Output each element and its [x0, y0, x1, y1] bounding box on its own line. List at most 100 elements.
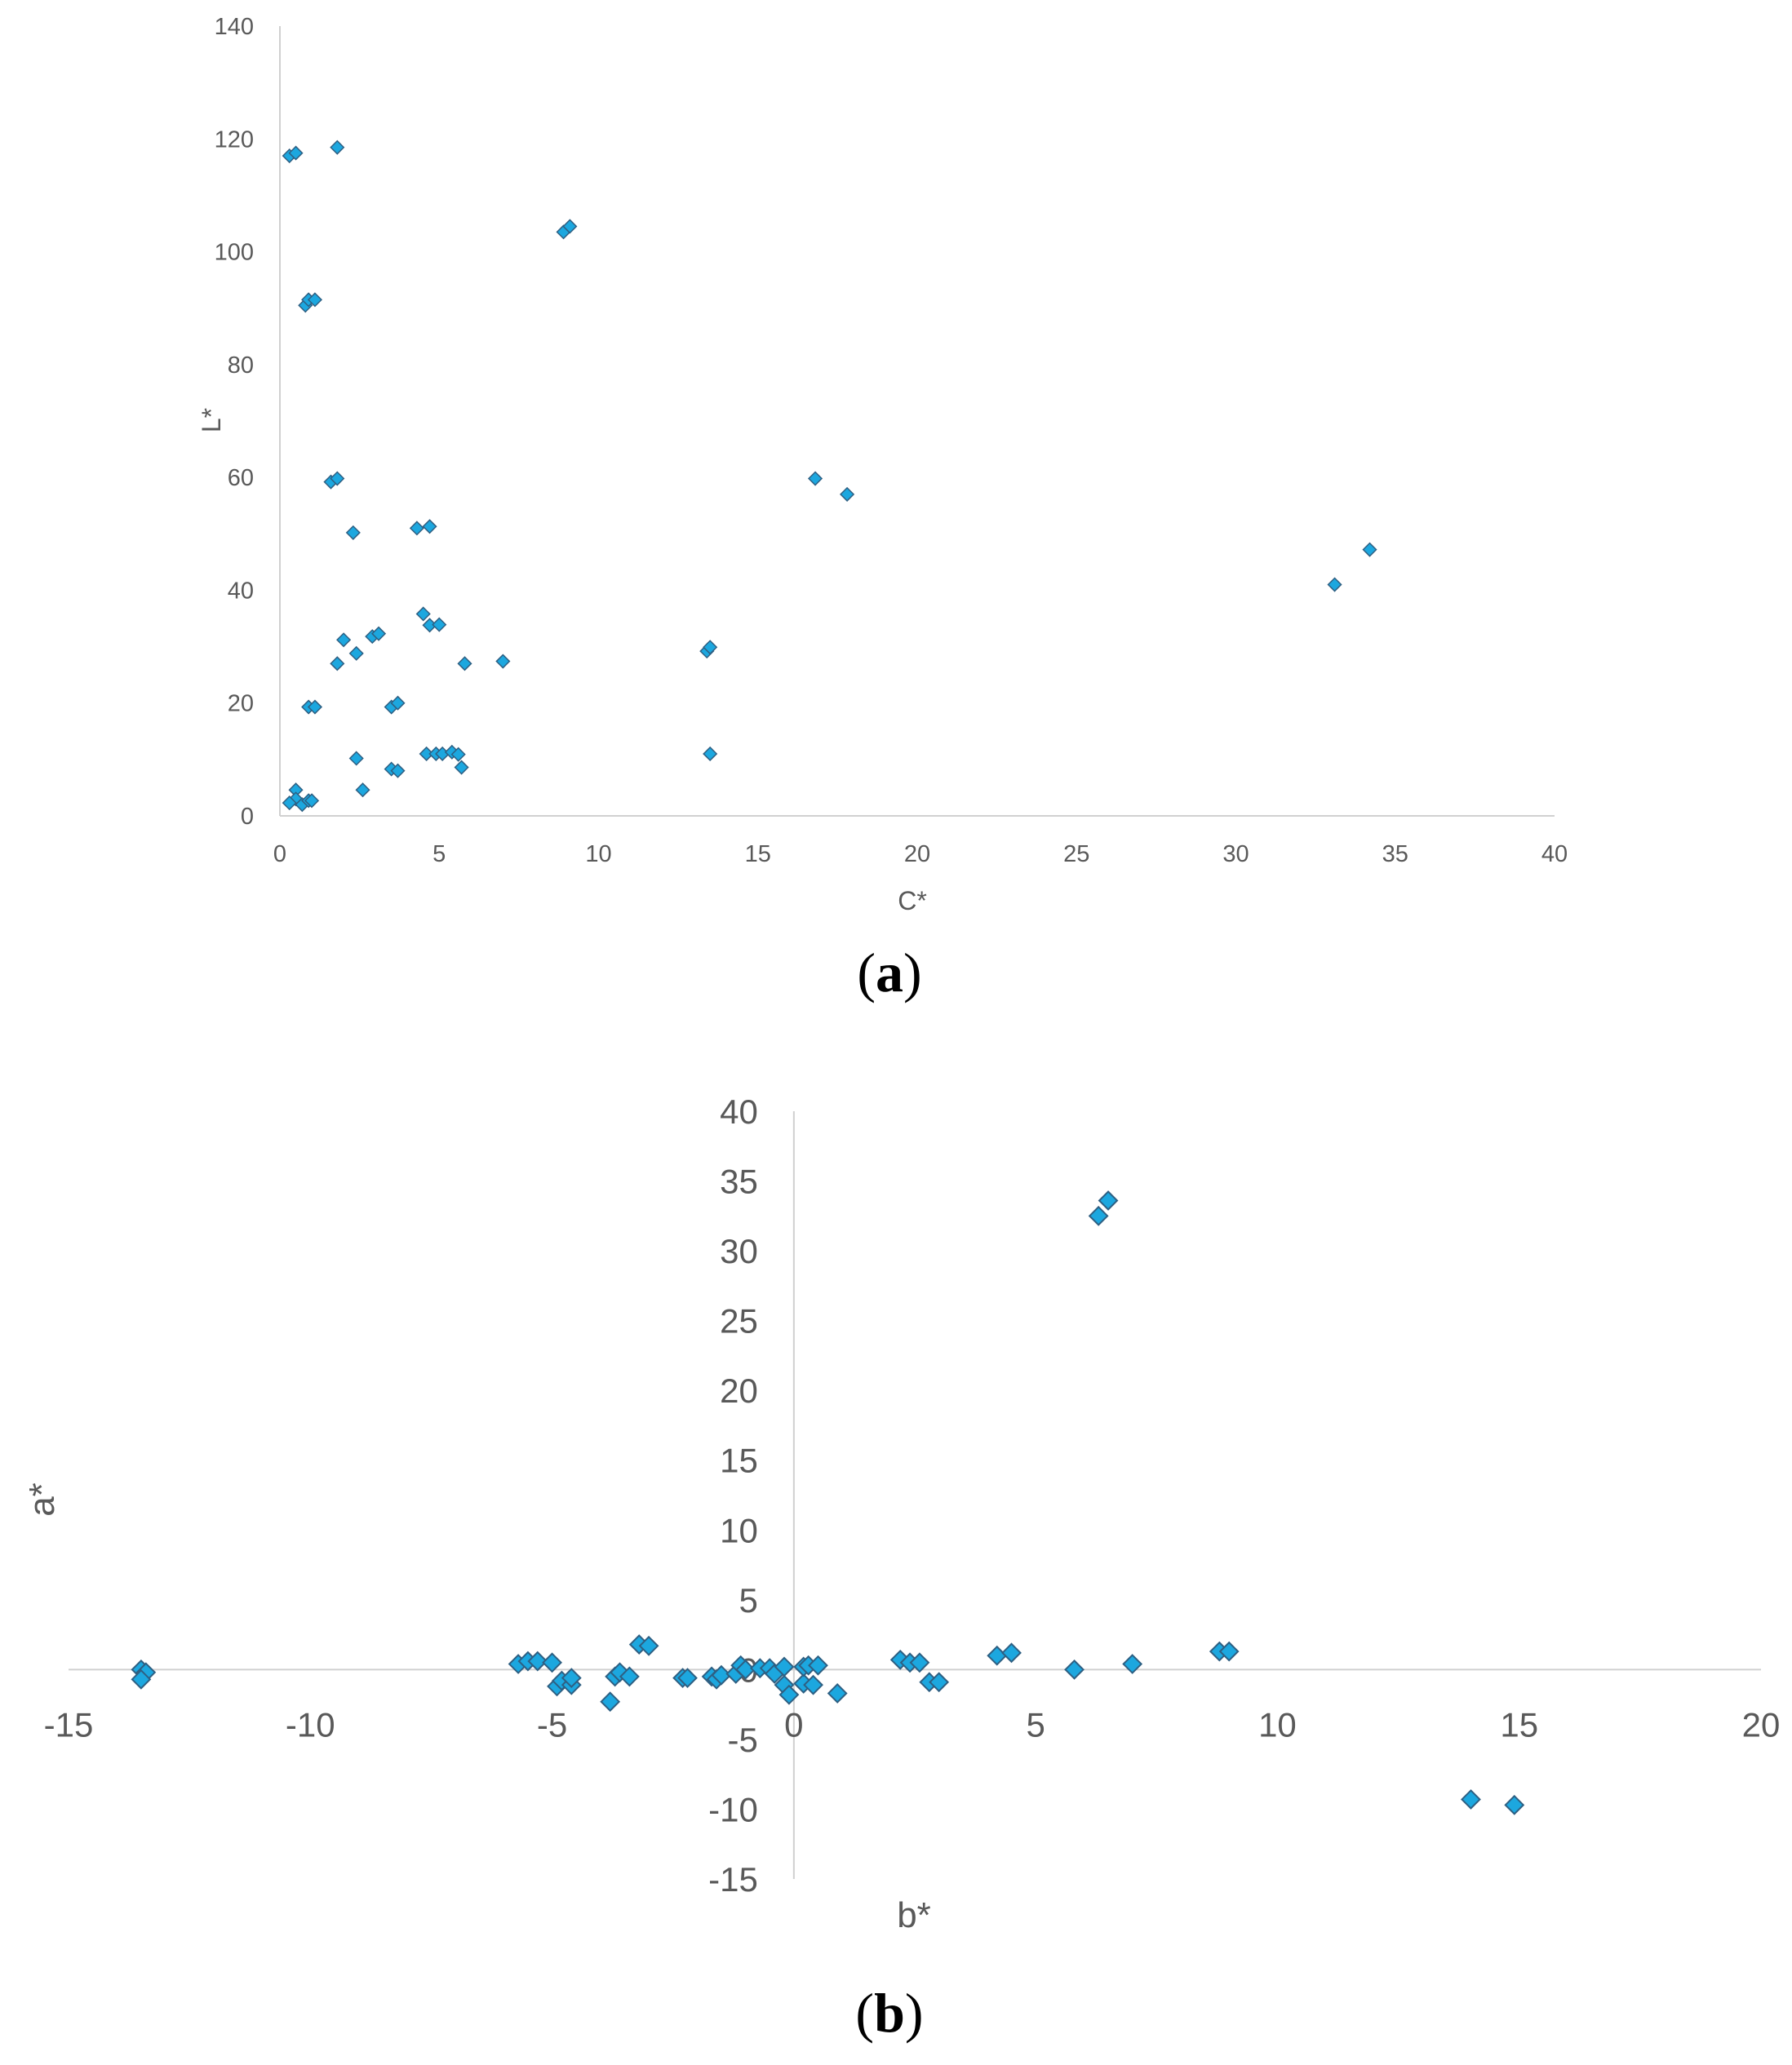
y-tick-label: 30	[720, 1232, 758, 1270]
data-point	[330, 140, 345, 155]
y-tick-label: 15	[720, 1442, 758, 1480]
data-point	[390, 695, 406, 711]
y-tick-label: 140	[215, 14, 254, 40]
data-point	[1001, 1642, 1022, 1664]
data-point	[345, 525, 361, 540]
x-tick-label: 25	[1063, 841, 1089, 867]
data-point	[778, 1684, 800, 1705]
y-tick-label: 60	[228, 465, 254, 491]
data-point	[307, 699, 323, 715]
data-point	[929, 1672, 950, 1693]
data-point	[330, 471, 345, 486]
data-point	[432, 617, 447, 632]
data-point	[677, 1668, 698, 1689]
x-tick-label: -5	[537, 1705, 567, 1744]
data-point	[1064, 1659, 1085, 1680]
y-tick-label: 25	[720, 1302, 758, 1340]
x-tick-label: -15	[44, 1705, 94, 1744]
data-point	[288, 145, 304, 161]
data-point	[1122, 1654, 1143, 1674]
x-tick-label: 15	[745, 841, 771, 867]
y-tick-label: -5	[727, 1721, 757, 1759]
x-axis-title: C*	[898, 886, 927, 915]
y-axis-title: a*	[22, 1482, 62, 1517]
data-point	[840, 486, 855, 502]
data-point	[348, 645, 364, 661]
data-point	[355, 782, 370, 798]
panel-letter-a: a	[876, 942, 903, 1004]
x-tick-label: 10	[585, 841, 611, 867]
scatter-chart-a: 0 5 10 15 20 25 30 35 40 0 20 40 60 80 100 120 140 C* L*…	[197, 14, 1568, 1004]
data-point	[803, 1674, 823, 1695]
y-tick-label: -15	[708, 1860, 758, 1899]
x-tick-label: 30	[1222, 841, 1249, 867]
y-tick-label: 40	[228, 578, 254, 604]
x-tick-label: 5	[432, 841, 446, 867]
scatter-chart-b: -15-10-505101520-15-10-50510152025303540…	[22, 1092, 1781, 2044]
data-point	[1088, 1205, 1109, 1226]
data-point	[703, 640, 718, 655]
data-point	[336, 632, 352, 648]
data-point	[457, 656, 472, 671]
data-point	[561, 1668, 582, 1689]
x-tick-label: 10	[1258, 1705, 1297, 1744]
data-point	[495, 654, 511, 669]
data-point	[1504, 1794, 1525, 1815]
data-point	[348, 751, 364, 766]
data-point	[638, 1635, 659, 1656]
y-tick-label: 5	[739, 1581, 757, 1620]
data-point	[527, 1651, 548, 1672]
data-point	[703, 746, 718, 762]
data-point	[304, 793, 320, 809]
x-tick-label: 15	[1500, 1705, 1538, 1744]
y-tick-label: 35	[720, 1163, 758, 1201]
data-point	[562, 219, 578, 234]
data-point	[454, 760, 469, 775]
data-point	[450, 747, 466, 762]
data-point	[808, 1655, 828, 1676]
panel-label-a: (a)	[857, 942, 921, 1004]
x-tick-label: 35	[1382, 841, 1408, 867]
data-point	[542, 1652, 562, 1673]
panel-letter-b: b	[874, 1982, 905, 2044]
x-tick-label: -10	[286, 1705, 335, 1744]
data-point	[390, 763, 406, 778]
y-axis-title: L*	[197, 408, 226, 432]
data-point	[307, 292, 323, 308]
y-tick-label: 80	[228, 352, 254, 379]
x-tick-label: 0	[273, 841, 286, 867]
data-point	[415, 606, 431, 622]
data-point	[827, 1683, 848, 1704]
x-tick-label: 20	[1742, 1705, 1781, 1744]
y-tick-label: 10	[720, 1511, 758, 1549]
data-point	[1098, 1190, 1119, 1211]
data-point	[807, 471, 823, 486]
x-axis-title: b*	[897, 1895, 931, 1935]
x-tick-label: 5	[1026, 1705, 1045, 1744]
data-point	[409, 521, 424, 536]
x-tick-label: 20	[904, 841, 930, 867]
data-point	[282, 795, 297, 811]
data-point	[370, 626, 387, 641]
y-tick-label: 120	[215, 126, 254, 153]
data-point	[987, 1645, 1008, 1666]
y-tick-label: 20	[720, 1371, 758, 1410]
data-point	[600, 1691, 621, 1713]
data-point	[1327, 577, 1342, 592]
data-point	[909, 1652, 930, 1673]
data-point	[1461, 1789, 1481, 1810]
y-tick-label: 20	[228, 691, 254, 717]
data-point	[330, 656, 345, 671]
data-point	[1218, 1641, 1240, 1662]
data-point	[422, 519, 437, 534]
data-point	[131, 1668, 152, 1690]
panel-label-b: (b)	[855, 1982, 923, 2044]
y-tick-label: 100	[215, 240, 254, 266]
y-tick-label: 0	[241, 804, 254, 830]
y-tick-label: 40	[720, 1092, 758, 1131]
y-tick-label: -10	[708, 1790, 758, 1828]
x-tick-label: 0	[784, 1705, 803, 1744]
data-point	[1362, 542, 1377, 557]
data-point	[619, 1666, 640, 1687]
x-tick-label: 40	[1541, 841, 1568, 867]
